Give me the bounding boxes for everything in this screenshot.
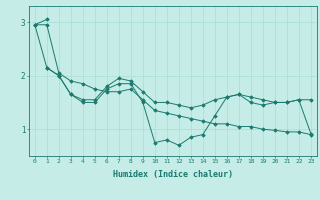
X-axis label: Humidex (Indice chaleur): Humidex (Indice chaleur): [113, 170, 233, 179]
